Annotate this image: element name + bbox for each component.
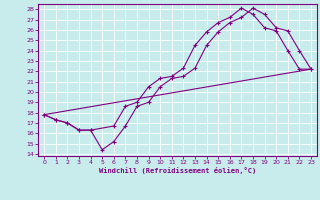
X-axis label: Windchill (Refroidissement éolien,°C): Windchill (Refroidissement éolien,°C) xyxy=(99,167,256,174)
